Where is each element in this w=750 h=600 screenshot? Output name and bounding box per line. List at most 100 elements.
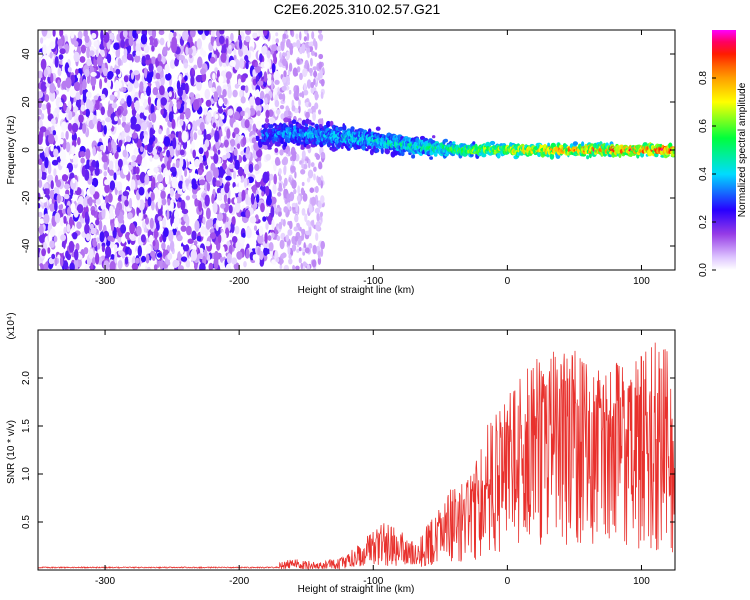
noise-blob	[93, 191, 100, 200]
noise-blob	[47, 104, 51, 116]
noise-blob	[83, 197, 88, 208]
noise-blob	[312, 244, 317, 255]
noise-blob	[161, 242, 166, 250]
noise-blob	[278, 182, 282, 192]
noise-blob	[243, 261, 247, 268]
noise-blob	[50, 180, 54, 190]
noise-blob	[128, 248, 132, 256]
noise-blob	[133, 148, 139, 156]
noise-blob	[169, 166, 177, 173]
noise-blob	[307, 63, 310, 72]
noise-blob	[58, 204, 63, 211]
noise-blob	[242, 136, 247, 146]
noise-blob	[65, 167, 70, 176]
noise-blob	[109, 94, 115, 101]
noise-blob	[225, 38, 229, 48]
noise-blob	[191, 140, 195, 151]
noise-blob	[65, 130, 69, 140]
noise-blob	[226, 253, 232, 264]
noise-blob	[286, 202, 291, 209]
noise-blob	[46, 188, 50, 196]
noise-blob	[114, 116, 118, 122]
noise-blob	[288, 89, 292, 95]
noise-blob	[172, 227, 178, 236]
noise-blob	[199, 262, 206, 270]
noise-blob	[225, 175, 232, 181]
noise-blob	[117, 58, 122, 67]
noise-blob	[282, 33, 287, 39]
noise-blob	[231, 236, 238, 244]
noise-blob	[153, 120, 160, 132]
noise-blob	[298, 247, 302, 252]
noise-blob	[271, 35, 276, 47]
noise-blob	[220, 203, 226, 209]
noise-blob	[283, 110, 289, 119]
noise-blob	[286, 51, 291, 60]
noise-blob	[52, 30, 56, 37]
noise-blob	[245, 209, 251, 219]
noise-blob	[123, 180, 129, 186]
noise-blob	[162, 217, 167, 228]
noise-blob	[73, 209, 79, 218]
noise-blob	[38, 192, 41, 201]
noise-blob	[163, 227, 169, 237]
noise-blob	[55, 179, 62, 188]
noise-blob	[178, 130, 183, 143]
noise-blob	[178, 197, 182, 203]
noise-blob	[49, 189, 55, 200]
noise-blob	[204, 139, 210, 148]
noise-blob	[38, 97, 42, 109]
noise-blob	[205, 171, 213, 183]
noise-blob	[51, 253, 56, 260]
noise-blob	[144, 174, 150, 185]
noise-blob	[72, 232, 78, 240]
noise-blob	[38, 56, 41, 63]
noise-blob	[278, 221, 283, 230]
noise-blob	[240, 110, 246, 117]
noise-blob	[153, 166, 159, 173]
noise-blob	[304, 247, 310, 254]
noise-blob	[198, 155, 204, 162]
noise-blob	[314, 185, 319, 194]
noise-blob	[138, 186, 145, 196]
noise-blob	[40, 81, 47, 92]
noise-blob	[294, 171, 297, 179]
noise-blob	[223, 193, 228, 204]
noise-blob	[282, 52, 288, 57]
noise-blob	[252, 32, 258, 39]
noise-blob	[156, 65, 163, 73]
noise-blob	[58, 101, 64, 108]
noise-blob	[88, 248, 94, 260]
noise-blob	[249, 216, 257, 224]
noise-blob	[236, 251, 243, 260]
noise-blob	[232, 182, 236, 189]
noise-blob	[317, 72, 321, 81]
noise-blob	[107, 53, 112, 64]
noise-blob	[262, 240, 270, 248]
noise-blob	[289, 191, 295, 202]
noise-blob	[279, 239, 285, 250]
noise-blob	[218, 166, 224, 178]
noise-blob	[108, 152, 113, 161]
signal-blob	[338, 127, 343, 131]
noise-blob	[240, 75, 246, 83]
noise-blob	[239, 39, 243, 50]
noise-blob	[242, 45, 249, 56]
noise-blob	[166, 160, 171, 171]
noise-blob	[317, 34, 324, 40]
signal-blob	[296, 142, 301, 146]
noise-blob	[83, 247, 89, 255]
noise-blob	[157, 133, 163, 143]
noise-blob	[320, 78, 325, 87]
noise-blob	[225, 71, 232, 80]
noise-blob	[167, 252, 173, 260]
noise-blob	[76, 221, 82, 229]
noise-blob	[157, 47, 162, 54]
noise-blob	[300, 169, 306, 175]
noise-blob	[105, 209, 110, 220]
noise-blob	[124, 256, 129, 265]
noise-blob	[74, 105, 78, 114]
noise-blob	[295, 265, 300, 270]
noise-blob	[41, 174, 47, 180]
noise-blob	[180, 225, 187, 232]
